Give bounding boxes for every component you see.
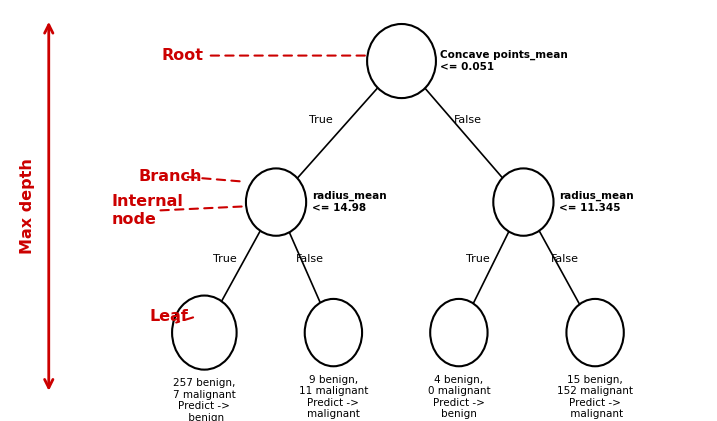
Text: Branch: Branch [138, 169, 202, 184]
Text: radius_mean
<= 14.98: radius_mean <= 14.98 [312, 191, 386, 213]
Ellipse shape [566, 299, 624, 366]
Text: 257 benign,
7 malignant
Predict ->
 benign: 257 benign, 7 malignant Predict -> benig… [173, 378, 236, 421]
Text: 4 benign,
0 malignant
Predict ->
benign: 4 benign, 0 malignant Predict -> benign [427, 375, 490, 419]
Text: False: False [454, 115, 483, 125]
Ellipse shape [305, 299, 362, 366]
Text: Max depth: Max depth [20, 158, 34, 254]
Text: Internal
node: Internal node [111, 195, 183, 226]
Text: radius_mean
<= 11.345: radius_mean <= 11.345 [559, 191, 634, 213]
Ellipse shape [246, 168, 306, 236]
Ellipse shape [430, 299, 488, 366]
Ellipse shape [367, 24, 436, 98]
Text: Leaf: Leaf [149, 309, 188, 324]
Text: 15 benign,
152 malignant
Predict ->
 malignant: 15 benign, 152 malignant Predict -> mali… [557, 375, 633, 419]
Text: 9 benign,
11 malignant
Predict ->
malignant: 9 benign, 11 malignant Predict -> malign… [299, 375, 368, 419]
Text: Root: Root [161, 48, 204, 63]
Ellipse shape [172, 296, 237, 370]
Text: Concave points_mean
<= 0.051: Concave points_mean <= 0.051 [440, 50, 567, 72]
Text: False: False [551, 254, 579, 264]
Text: True: True [466, 254, 490, 264]
Ellipse shape [493, 168, 554, 236]
Text: True: True [212, 254, 237, 264]
Text: True: True [309, 115, 333, 125]
Text: False: False [295, 254, 324, 264]
